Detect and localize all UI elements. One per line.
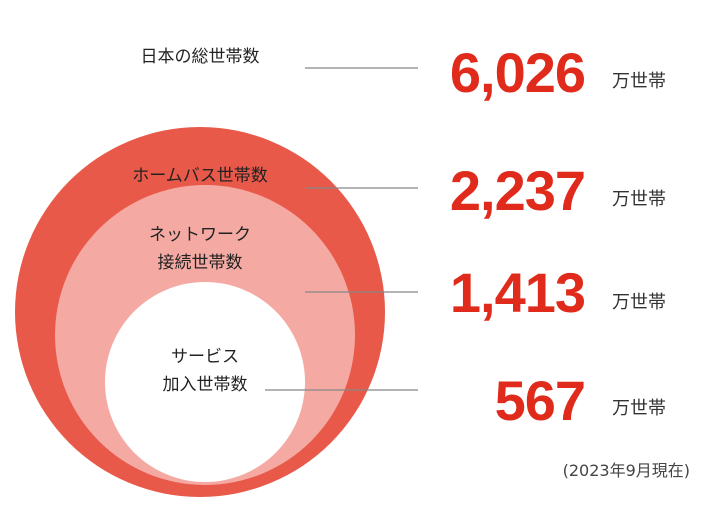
label: 日本の総世帯数 [141, 47, 260, 67]
value: 6,026 [450, 41, 585, 104]
unit: 万世帯 [612, 398, 666, 419]
label: ネットワーク [149, 225, 251, 245]
value: 2,237 [450, 159, 585, 222]
note: (2023年9月現在) [563, 461, 690, 480]
label: 接続世帯数 [158, 253, 243, 273]
value: 567 [495, 369, 585, 432]
label: 加入世帯数 [163, 375, 248, 395]
unit: 万世帯 [612, 71, 666, 92]
label: サービス [171, 347, 239, 367]
unit: 万世帯 [612, 292, 666, 313]
label: ホームバス世帯数 [132, 166, 268, 186]
unit: 万世帯 [612, 189, 666, 210]
inner-circle [105, 282, 305, 482]
value: 1,413 [450, 261, 585, 324]
